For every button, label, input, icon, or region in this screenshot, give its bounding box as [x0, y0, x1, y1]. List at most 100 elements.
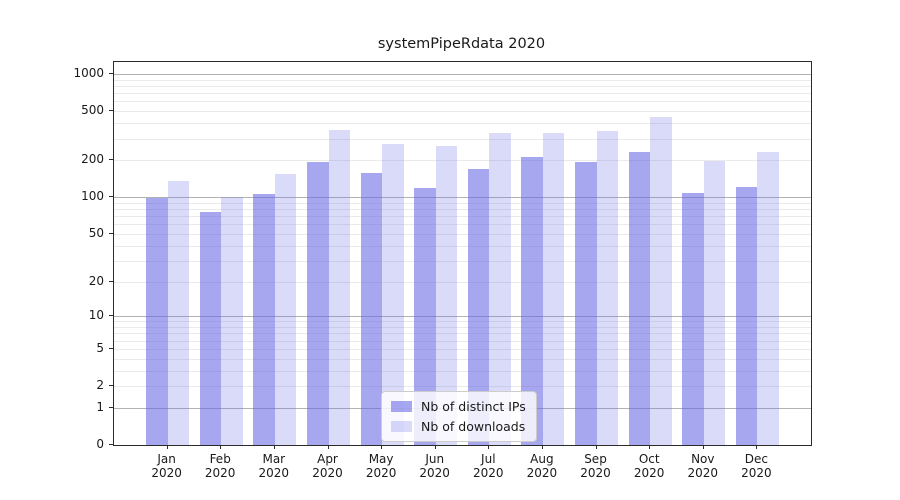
legend-swatch-distinct-ips	[391, 401, 412, 412]
x-tick-mark-oct	[649, 445, 651, 449]
gridline-minor-600	[114, 101, 811, 103]
bar-ips-may	[360, 172, 383, 445]
y-tick-mark-2	[109, 385, 113, 386]
y-tick-label-1000: 1000	[73, 66, 104, 80]
y-tick-label-0: 0	[96, 437, 104, 451]
gridline-minor-3	[114, 370, 811, 372]
y-tick-label-5: 5	[96, 340, 104, 355]
x-tick-label-jun: Jun 2020	[419, 452, 450, 480]
gridline-major-100	[114, 197, 811, 199]
y-tick-mark-1	[109, 406, 113, 408]
gridline-minor-50	[114, 233, 811, 235]
y-tick-mark-0	[109, 444, 113, 445]
x-tick-label-nov: Nov 2020	[687, 452, 719, 480]
gridline-minor-70	[114, 216, 811, 218]
bar-downloads-jul	[489, 133, 511, 445]
bar-ips-feb	[199, 212, 222, 445]
x-tick-label-mar: Mar 2020	[258, 452, 290, 480]
x-tick-label-oct: Oct 2020	[633, 452, 665, 480]
x-tick-label-may: May 2020	[365, 452, 397, 480]
bar-downloads-feb	[221, 196, 243, 445]
x-tick-mark-dec	[756, 445, 758, 449]
y-tick-label-1: 1	[96, 399, 104, 414]
bar-ips-apr	[307, 162, 329, 445]
legend-label-downloads: Nb of downloads	[421, 419, 526, 434]
bar-downloads-jun	[435, 145, 458, 445]
x-tick-mark-jan	[166, 445, 168, 449]
y-tick-label-100: 100	[81, 189, 104, 204]
gridline-minor-80	[114, 209, 811, 210]
x-tick-mark-aug	[541, 445, 543, 449]
bar-downloads-oct	[650, 117, 672, 445]
x-tick-mark-nov	[702, 445, 704, 449]
bar-downloads-aug	[542, 132, 565, 445]
x-tick-mark-sep	[595, 445, 597, 449]
y-tick-mark-50	[109, 232, 113, 234]
x-tick-mark-may	[381, 445, 383, 449]
bar-ips-dec	[735, 186, 758, 445]
gridline-minor-300	[114, 138, 811, 140]
x-tick-mark-mar	[273, 445, 275, 449]
gridline-major-1000	[114, 74, 811, 75]
y-tick-mark-500	[109, 110, 113, 112]
chart-title: systemPipeRdata 2020	[377, 36, 546, 52]
y-tick-label-10: 10	[88, 308, 104, 323]
y-tick-label-50: 50	[88, 225, 104, 240]
x-tick-label-sep: Sep 2020	[580, 452, 611, 480]
gridline-minor-40	[114, 245, 811, 247]
gridline-minor-700	[114, 93, 811, 95]
y-tick-label-200: 200	[81, 152, 104, 167]
bar-downloads-may	[382, 144, 404, 445]
bar-ips-jun	[414, 187, 436, 445]
bar-downloads-mar	[274, 173, 297, 445]
bar-downloads-apr	[328, 129, 350, 445]
x-tick-mark-apr	[327, 445, 329, 449]
bar-ips-oct	[628, 151, 651, 445]
bar-ips-sep	[575, 161, 597, 445]
y-tick-mark-1000	[109, 73, 113, 74]
bar-ips-nov	[682, 192, 704, 445]
gridline-minor-800	[114, 86, 811, 87]
gridline-minor-60	[114, 224, 811, 226]
x-tick-label-jan: Jan 2020	[151, 452, 182, 480]
gridline-minor-8	[114, 327, 811, 328]
bar-ips-mar	[253, 193, 275, 445]
bar-downloads-sep	[596, 130, 618, 445]
legend-label-distinct-ips: Nb of distinct IPs	[421, 399, 526, 414]
gridline-minor-200	[114, 160, 811, 162]
gridline-minor-90	[114, 202, 811, 204]
legend: Nb of distinct IPs Nb of downloads	[381, 391, 537, 442]
legend-item-downloads: Nb of downloads	[391, 419, 526, 434]
gridline-minor-6	[114, 340, 811, 342]
x-tick-label-dec: Dec 2020	[741, 452, 772, 480]
y-tick-label-20: 20	[88, 273, 104, 288]
gridline-minor-20	[114, 281, 811, 283]
y-tick-mark-100	[109, 196, 113, 198]
y-tick-label-500: 500	[81, 103, 104, 118]
bar-downloads-nov	[703, 160, 726, 445]
y-tick-label-2: 2	[96, 378, 104, 392]
y-tick-mark-200	[109, 159, 113, 161]
x-tick-label-feb: Feb 2020	[204, 452, 236, 480]
gridline-minor-2	[114, 386, 811, 387]
gridline-minor-500	[114, 111, 811, 113]
y-tick-mark-20	[109, 280, 113, 282]
gridline-major-10	[114, 316, 811, 318]
x-tick-label-aug: Aug 2020	[526, 452, 558, 480]
x-tick-mark-jul	[488, 445, 490, 449]
bar-downloads-jan	[167, 181, 190, 445]
x-tick-mark-feb	[220, 445, 222, 449]
legend-swatch-downloads	[391, 421, 412, 432]
x-tick-mark-jun	[434, 445, 436, 449]
gridline-minor-4	[114, 358, 811, 360]
gridline-minor-30	[114, 260, 811, 262]
y-tick-mark-5	[109, 347, 113, 349]
bar-downloads-dec	[757, 152, 779, 445]
plot-area: Nb of distinct IPs Nb of downloads	[113, 61, 812, 446]
bar-ips-jan	[146, 197, 168, 445]
gridline-minor-7	[114, 333, 811, 335]
gridline-minor-5	[114, 348, 811, 350]
gridline-minor-9	[114, 321, 811, 323]
bar-ips-jul	[467, 168, 490, 445]
